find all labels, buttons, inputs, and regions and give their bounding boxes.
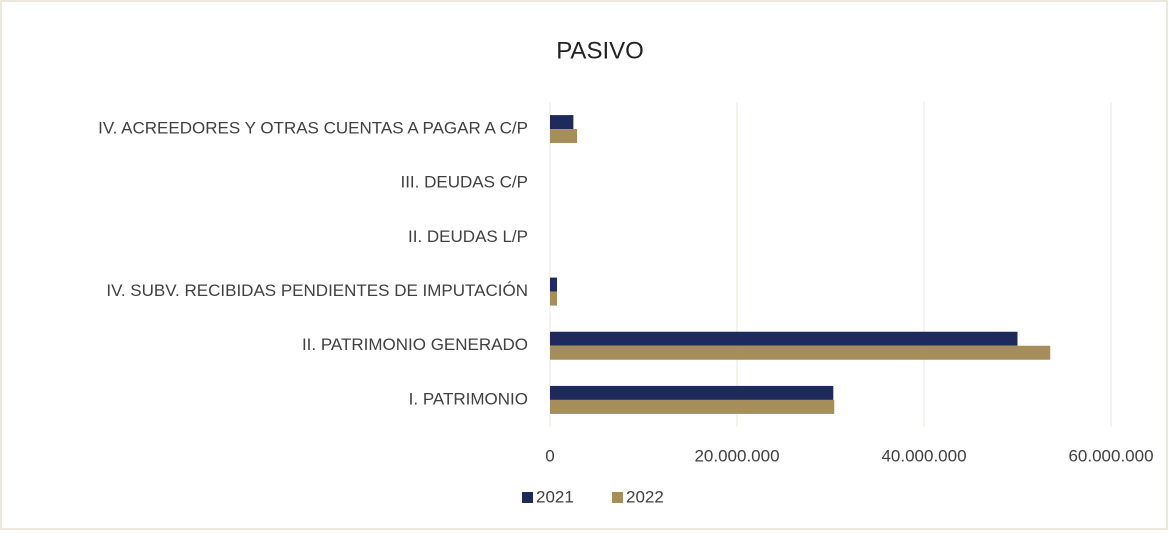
bar bbox=[550, 129, 578, 144]
bar bbox=[550, 345, 1051, 360]
legend-label: 2021 bbox=[536, 487, 574, 506]
x-tick-label: 20.000.000 bbox=[694, 446, 779, 465]
x-tick-label: 60.000.000 bbox=[1068, 446, 1153, 465]
y-tick-label: II. DEUDAS L/P bbox=[408, 227, 528, 246]
y-tick-label: II. PATRIMONIO GENERADO bbox=[302, 335, 528, 354]
y-tick-label: I. PATRIMONIO bbox=[409, 389, 528, 408]
x-tick-label: 0 bbox=[545, 446, 554, 465]
y-tick-label: IV. SUBV. RECIBIDAS PENDIENTES DE IMPUTA… bbox=[106, 281, 528, 300]
chart-title: PASIVO bbox=[556, 37, 644, 64]
bar bbox=[550, 385, 834, 400]
legend-swatch bbox=[522, 492, 533, 503]
legend-swatch bbox=[612, 492, 623, 503]
y-tick-label: IV. ACREEDORES Y OTRAS CUENTAS A PAGAR A… bbox=[98, 119, 528, 138]
bar bbox=[550, 399, 835, 414]
bar bbox=[550, 115, 574, 130]
bar bbox=[550, 291, 558, 306]
x-tick-label: 40.000.000 bbox=[881, 446, 966, 465]
bar bbox=[550, 277, 558, 292]
legend-label: 2022 bbox=[626, 487, 664, 506]
bar bbox=[550, 331, 1018, 346]
y-tick-label: III. DEUDAS C/P bbox=[400, 173, 528, 192]
